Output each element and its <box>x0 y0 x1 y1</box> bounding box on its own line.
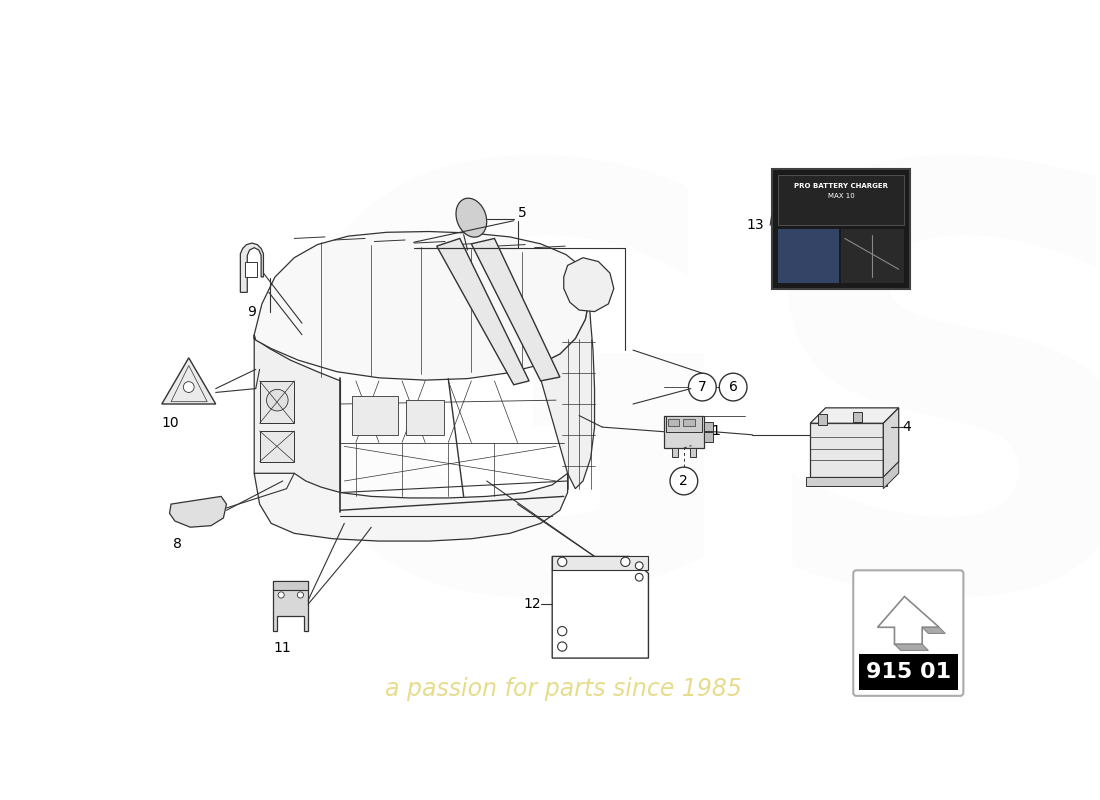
Text: 10: 10 <box>162 415 179 430</box>
Circle shape <box>558 626 566 636</box>
Polygon shape <box>437 238 529 385</box>
Circle shape <box>620 558 630 566</box>
Text: 11: 11 <box>274 641 292 655</box>
Circle shape <box>670 467 697 495</box>
Polygon shape <box>552 557 649 658</box>
Text: 13: 13 <box>746 218 763 232</box>
Circle shape <box>266 390 288 411</box>
Text: 4: 4 <box>902 420 911 434</box>
FancyBboxPatch shape <box>854 570 964 696</box>
Polygon shape <box>883 462 899 489</box>
Polygon shape <box>563 258 614 312</box>
Circle shape <box>636 574 644 581</box>
Bar <box>260 381 295 423</box>
Text: GS: GS <box>268 145 1100 710</box>
Circle shape <box>689 373 716 401</box>
Circle shape <box>719 373 747 401</box>
Circle shape <box>297 592 304 598</box>
Polygon shape <box>810 408 899 423</box>
Bar <box>806 477 888 486</box>
Polygon shape <box>537 300 594 489</box>
Bar <box>406 400 444 435</box>
Text: 6: 6 <box>728 380 738 394</box>
Bar <box>852 412 861 422</box>
Circle shape <box>558 642 566 651</box>
Bar <box>690 448 696 457</box>
Bar <box>772 169 911 289</box>
Bar <box>704 422 713 431</box>
Bar <box>859 654 958 690</box>
Circle shape <box>636 562 644 570</box>
Bar <box>818 414 827 425</box>
Bar <box>704 433 713 442</box>
Polygon shape <box>169 496 227 527</box>
Text: 915 01: 915 01 <box>866 662 950 682</box>
Polygon shape <box>894 644 928 650</box>
Text: 5: 5 <box>517 206 526 220</box>
Bar <box>810 423 883 477</box>
Text: 1: 1 <box>712 424 720 438</box>
Circle shape <box>184 382 194 393</box>
Text: PRO BATTERY CHARGER: PRO BATTERY CHARGER <box>794 183 888 189</box>
Polygon shape <box>241 243 264 292</box>
Polygon shape <box>878 597 939 644</box>
Polygon shape <box>254 231 590 380</box>
Polygon shape <box>922 627 945 634</box>
Bar <box>260 431 295 462</box>
Polygon shape <box>472 238 560 381</box>
Ellipse shape <box>456 198 486 237</box>
Text: 2: 2 <box>680 474 689 488</box>
Text: 12: 12 <box>522 597 541 611</box>
Bar <box>668 419 680 426</box>
Circle shape <box>278 592 284 598</box>
Bar <box>245 262 256 277</box>
Bar <box>552 557 649 570</box>
Polygon shape <box>254 474 568 541</box>
Polygon shape <box>162 358 216 404</box>
Circle shape <box>558 558 566 566</box>
Polygon shape <box>254 334 341 512</box>
Bar <box>352 396 398 435</box>
Bar <box>683 419 695 426</box>
Polygon shape <box>883 408 899 477</box>
Text: 7: 7 <box>698 380 706 394</box>
Bar <box>667 415 702 433</box>
Text: 9: 9 <box>248 306 256 319</box>
Text: MAX 10: MAX 10 <box>827 193 855 199</box>
Bar <box>778 175 904 226</box>
Polygon shape <box>274 581 308 631</box>
Bar <box>842 230 904 283</box>
Text: a passion for parts since 1985: a passion for parts since 1985 <box>385 677 742 701</box>
Text: 8: 8 <box>173 538 182 551</box>
Bar <box>671 448 678 457</box>
Bar <box>664 415 704 448</box>
Bar <box>274 581 308 590</box>
Bar <box>778 230 839 283</box>
